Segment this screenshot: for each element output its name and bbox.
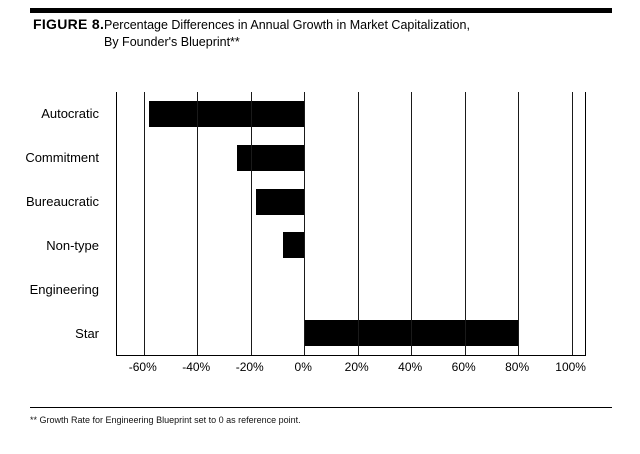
- category-label-non-type: Non-type: [46, 237, 99, 253]
- bar-row-engineering: [117, 267, 585, 311]
- gridline--20%: [250, 92, 252, 355]
- gridline-80%: [518, 92, 520, 355]
- x-tick-label: -20%: [235, 360, 264, 374]
- x-tick-label: -60%: [128, 360, 157, 374]
- x-tick-label: 40%: [398, 360, 423, 374]
- bar-row-bureaucratic: [117, 180, 585, 224]
- bar-row-star: [117, 311, 585, 355]
- bar-non-type: [282, 232, 305, 259]
- category-label-commitment: Commitment: [25, 150, 99, 166]
- gridline-60%: [464, 92, 466, 355]
- bar-row-commitment: [117, 136, 585, 180]
- x-tick-label: 100%: [555, 360, 586, 374]
- bar-commitment: [237, 144, 305, 171]
- bar-row-autocratic: [117, 92, 585, 136]
- category-label-star: Star: [75, 325, 99, 341]
- x-axis-tick-labels: -60% -40% -20% 0% 20% 40% 60% 80% 100%: [116, 358, 586, 376]
- footnote: ** Growth Rate for Engineering Blueprint…: [30, 415, 301, 425]
- bar-bureaucratic: [256, 188, 305, 215]
- plot-area: [116, 92, 586, 356]
- bar-autocratic: [149, 100, 305, 127]
- bar-rows: [117, 92, 585, 355]
- figure-title: Percentage Differences in Annual Growth …: [104, 17, 470, 51]
- gridline-20%: [357, 92, 359, 355]
- figure-title-line2: By Founder's Blueprint**: [104, 35, 240, 49]
- x-tick-label: 0%: [294, 360, 312, 374]
- x-tick-label: 80%: [505, 360, 530, 374]
- bottom-rule: [30, 407, 612, 408]
- category-label-autocratic: Autocratic: [41, 106, 99, 122]
- category-label-engineering: Engineering: [29, 281, 99, 297]
- category-label-bureaucratic: Bureaucratic: [26, 194, 99, 210]
- x-tick-label: 60%: [451, 360, 476, 374]
- gridline--60%: [143, 92, 145, 355]
- x-tick-label: 20%: [344, 360, 369, 374]
- gridline-0%: [304, 92, 306, 355]
- figure-title-line1: Percentage Differences in Annual Growth …: [104, 18, 470, 32]
- gridline-100%: [571, 92, 573, 355]
- top-rule: [30, 8, 612, 13]
- figure-label: FIGURE 8.: [33, 16, 105, 32]
- bar-row-non-type: [117, 223, 585, 267]
- category-axis-labels: Autocratic Commitment Bureaucratic Non-type…: [0, 92, 108, 355]
- gridline--40%: [197, 92, 199, 355]
- x-tick-label: -40%: [182, 360, 211, 374]
- gridline-40%: [411, 92, 413, 355]
